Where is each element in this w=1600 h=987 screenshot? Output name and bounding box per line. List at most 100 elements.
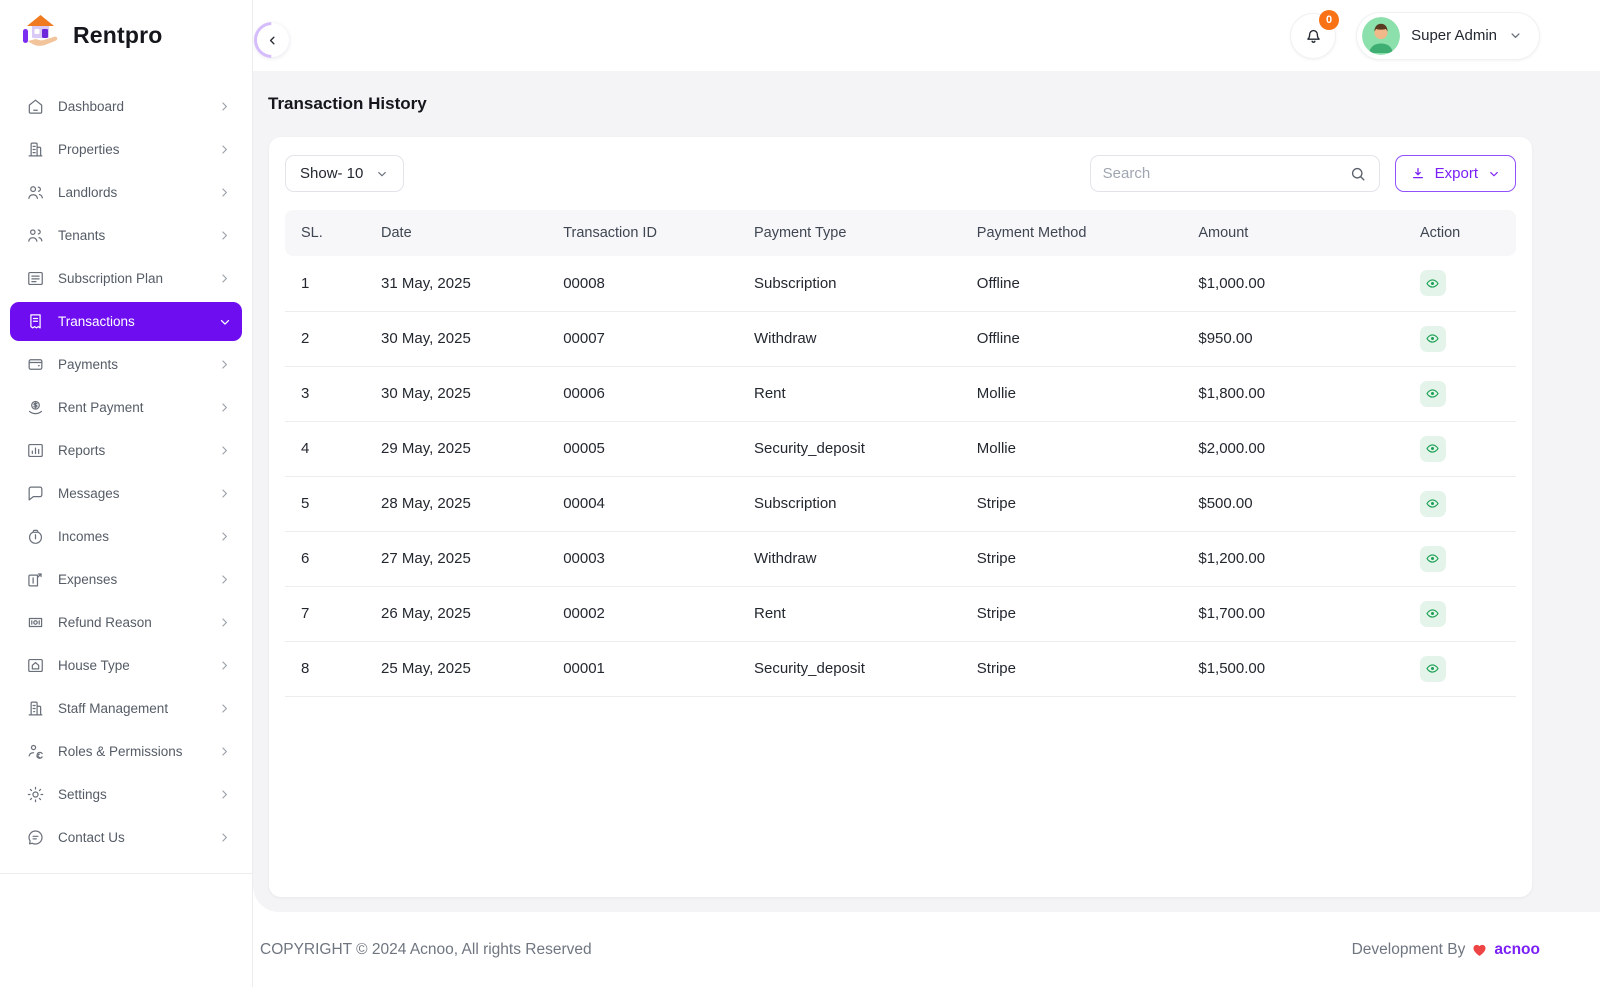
table-row: 4 29 May, 2025 00005 Security_deposit Mollie… bbox=[285, 421, 1516, 477]
cell-action bbox=[1403, 311, 1516, 367]
sidebar-item-staff-management[interactable]: Staff Management bbox=[0, 687, 252, 730]
sidebar-item-label: Rent Payment bbox=[58, 400, 144, 415]
view-button[interactable] bbox=[1419, 435, 1446, 462]
refund-icon bbox=[26, 613, 45, 632]
sidebar-item-messages[interactable]: Messages bbox=[0, 472, 252, 515]
cell-txid: 00001 bbox=[547, 641, 738, 697]
cell-method: Stripe bbox=[960, 641, 1183, 697]
view-button[interactable] bbox=[1419, 270, 1446, 297]
export-button[interactable]: Export bbox=[1394, 155, 1516, 192]
home-icon bbox=[26, 97, 45, 116]
roles-icon bbox=[26, 742, 45, 761]
eye-icon bbox=[1425, 496, 1440, 511]
cell-action bbox=[1403, 586, 1516, 642]
export-label: Export bbox=[1434, 165, 1478, 182]
money-bag-icon bbox=[26, 527, 45, 546]
table-toolbar: Show- 10 bbox=[269, 137, 1532, 208]
column-header-amount: Amount bbox=[1182, 210, 1404, 256]
chevron-right-icon bbox=[218, 401, 232, 415]
view-button[interactable] bbox=[1419, 545, 1446, 572]
sidebar-item-settings[interactable]: Settings bbox=[0, 773, 252, 816]
cell-action bbox=[1403, 366, 1516, 422]
cell-method: Stripe bbox=[960, 531, 1183, 587]
sidebar-item-dashboard[interactable]: Dashboard bbox=[0, 85, 252, 128]
sidebar-item-tenants[interactable]: Tenants bbox=[0, 214, 252, 257]
toolbar-right: Export bbox=[1089, 155, 1516, 192]
avatar-man-icon bbox=[1362, 16, 1401, 55]
chevron-right-icon bbox=[218, 100, 232, 114]
cell-method: Mollie bbox=[960, 421, 1183, 477]
column-header-action: Action bbox=[1403, 210, 1516, 256]
chevron-right-icon bbox=[218, 444, 232, 458]
cell-sl: 1 bbox=[285, 256, 365, 312]
sidebar-item-properties[interactable]: Properties bbox=[0, 128, 252, 171]
table-row: 2 30 May, 2025 00007 Withdraw Offline $950.00 bbox=[285, 311, 1516, 367]
search-input[interactable] bbox=[1102, 165, 1349, 182]
building-icon bbox=[26, 140, 45, 159]
show-entries-dropdown[interactable]: Show- 10 bbox=[285, 155, 405, 192]
chevron-right-icon bbox=[218, 530, 232, 544]
column-header-sl: SL. bbox=[285, 210, 365, 256]
eye-icon bbox=[1425, 606, 1440, 621]
acnoo-link[interactable]: acnoo bbox=[1494, 940, 1540, 958]
sidebar-item-label: Landlords bbox=[58, 185, 118, 200]
view-button[interactable] bbox=[1419, 325, 1446, 352]
column-header-transaction-id: Transaction ID bbox=[547, 210, 738, 256]
cell-amount: $1,500.00 bbox=[1182, 641, 1404, 697]
sidebar-item-landlords[interactable]: Landlords bbox=[0, 171, 252, 214]
search-box bbox=[1089, 155, 1380, 192]
sidebar-item-expenses[interactable]: Expenses bbox=[0, 558, 252, 601]
sidebar-item-transactions[interactable]: Transactions bbox=[10, 302, 242, 341]
cell-date: 28 May, 2025 bbox=[365, 476, 548, 532]
eye-icon bbox=[1425, 386, 1440, 401]
cell-txid: 00008 bbox=[547, 256, 738, 312]
cell-date: 30 May, 2025 bbox=[365, 366, 548, 422]
chevron-right-icon bbox=[218, 186, 232, 200]
view-button[interactable] bbox=[1419, 380, 1446, 407]
cell-amount: $1,200.00 bbox=[1182, 531, 1404, 587]
sidebar-item-label: Messages bbox=[58, 486, 120, 501]
sidebar-item-reports[interactable]: Reports bbox=[0, 429, 252, 472]
page-title: Transaction History bbox=[268, 94, 427, 113]
sidebar-item-label: Reports bbox=[58, 443, 106, 458]
cell-txid: 00004 bbox=[547, 476, 738, 532]
chevron-right-icon bbox=[218, 702, 232, 716]
view-button[interactable] bbox=[1419, 600, 1446, 627]
sidebar-item-contact-us[interactable]: Contact Us bbox=[0, 816, 252, 859]
eye-icon bbox=[1425, 331, 1440, 346]
view-button[interactable] bbox=[1419, 490, 1446, 517]
sidebar-item-refund-reason[interactable]: Refund Reason bbox=[0, 601, 252, 644]
table-row: 8 25 May, 2025 00001 Security_deposit Stripe… bbox=[285, 641, 1516, 697]
chevron-right-icon bbox=[218, 573, 232, 587]
search-icon bbox=[1349, 165, 1367, 183]
cell-date: 30 May, 2025 bbox=[365, 311, 548, 367]
view-button[interactable] bbox=[1419, 655, 1446, 682]
sidebar-item-house-type[interactable]: House Type bbox=[0, 644, 252, 687]
copyright-text: COPYRIGHT © 2024 Acnoo, All rights Reser… bbox=[260, 940, 592, 958]
cell-txid: 00006 bbox=[547, 366, 738, 422]
sidebar-collapse-button[interactable] bbox=[255, 23, 289, 57]
expense-icon bbox=[26, 570, 45, 589]
brand-logo-row: Rentpro bbox=[0, 0, 252, 71]
cell-type: Security_deposit bbox=[737, 641, 961, 697]
cell-method: Offline bbox=[960, 256, 1183, 312]
profile-menu-button[interactable]: Super Admin bbox=[1356, 11, 1540, 60]
sidebar-item-incomes[interactable]: Incomes bbox=[0, 515, 252, 558]
sidebar-item-roles-permissions[interactable]: Roles & Permissions bbox=[0, 730, 252, 773]
staff-icon bbox=[26, 699, 45, 718]
sidebar-item-payments[interactable]: Payments bbox=[0, 343, 252, 386]
sidebar-item-rent-payment[interactable]: Rent Payment bbox=[0, 386, 252, 429]
table-body: 1 31 May, 2025 00008 Subscription Offline $1,… bbox=[285, 256, 1516, 697]
notifications-button[interactable]: 0 bbox=[1290, 9, 1340, 59]
sidebar-item-label: Contact Us bbox=[58, 830, 125, 845]
table-row: 1 31 May, 2025 00008 Subscription Offline $1,… bbox=[285, 256, 1516, 312]
cell-date: 29 May, 2025 bbox=[365, 421, 548, 477]
user-group-icon bbox=[26, 183, 45, 202]
house-type-icon bbox=[26, 656, 45, 675]
eye-icon bbox=[1425, 441, 1440, 456]
sidebar-item-subscription-plan[interactable]: Subscription Plan bbox=[0, 257, 252, 300]
sidebar-item-label: Incomes bbox=[58, 529, 110, 544]
chevron-right-icon bbox=[218, 616, 232, 630]
sidebar-item-label: Properties bbox=[58, 142, 120, 157]
